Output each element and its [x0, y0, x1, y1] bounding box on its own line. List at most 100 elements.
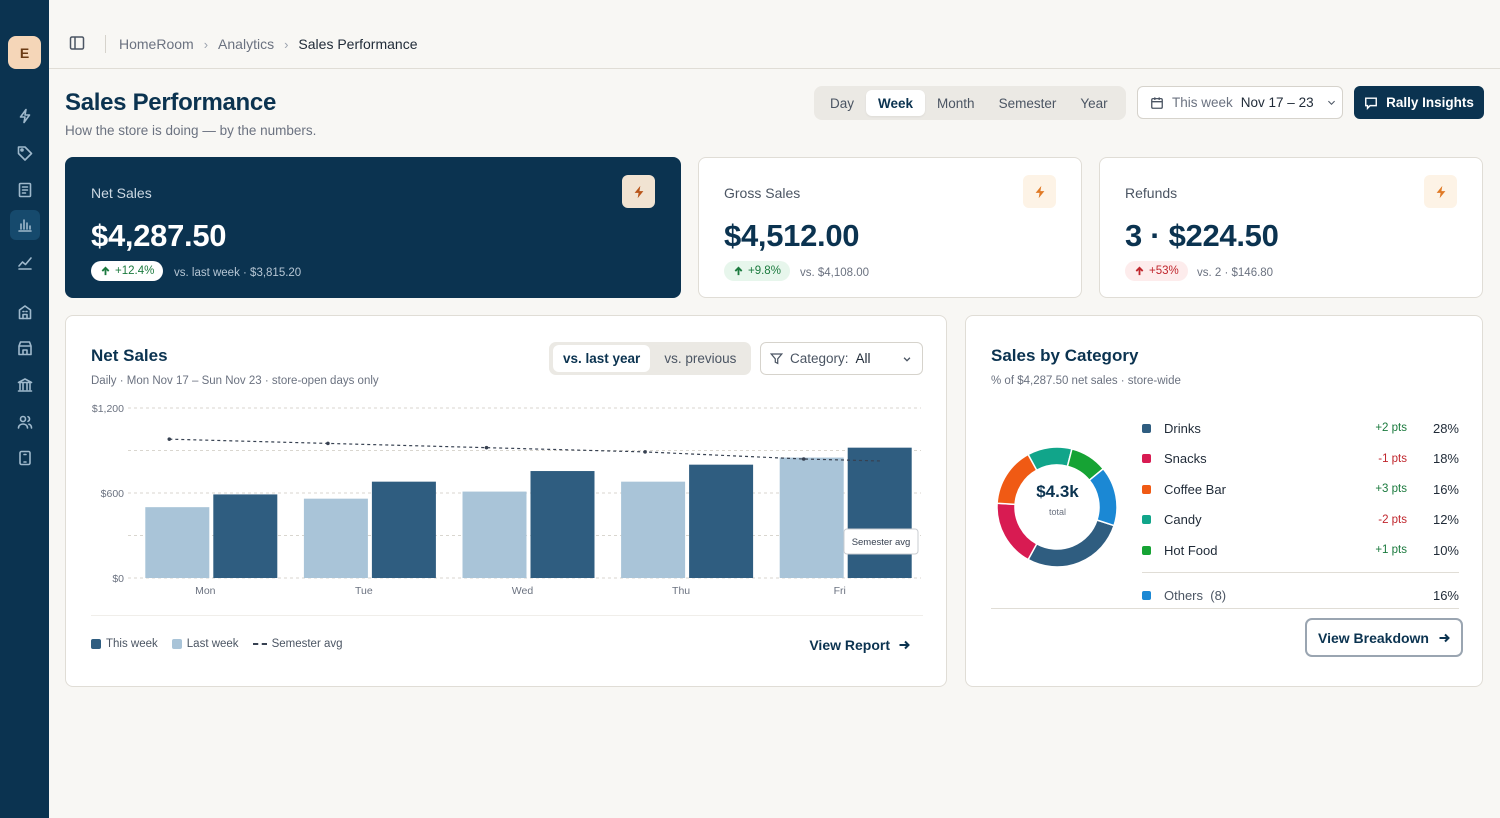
period-semester[interactable]: Semester — [998, 95, 1057, 111]
chevron-down-icon — [1327, 100, 1335, 105]
period-month[interactable]: Month — [937, 95, 975, 111]
tablet-icon[interactable] — [10, 443, 40, 473]
kpi-label: Net Sales — [91, 185, 152, 201]
view-report-link[interactable]: View Report — [809, 637, 910, 653]
category-divider — [1142, 571, 1459, 573]
period-week[interactable]: Week — [866, 90, 926, 116]
bar-last-week[interactable] — [621, 481, 686, 578]
arrow-right-icon — [1439, 633, 1450, 642]
x-tick-label: Fri — [834, 585, 846, 597]
bolt-icon[interactable] — [1023, 175, 1056, 208]
date-range-prefix: This week — [1172, 95, 1233, 110]
panel-subtitle: Daily · Mon Nov 17 – Sun Nov 23 · store-… — [91, 375, 379, 387]
period-selector: Day Week Month Semester Year — [814, 86, 1126, 120]
kpi-net-sales[interactable]: Net Sales $4,287.50 +12.4% vs. last week… — [65, 157, 681, 298]
others-count: (8) — [1210, 588, 1227, 604]
category-row-others[interactable]: Others (8) 16% — [1142, 581, 1459, 612]
category-name: Coffee Bar — [1164, 481, 1226, 497]
panel-divider — [991, 608, 1459, 609]
bank-icon[interactable] — [10, 370, 40, 400]
kpi-gross-sales[interactable]: Gross Sales $4,512.00 +9.8% vs. $4,108.0… — [698, 157, 1082, 298]
category-row[interactable]: Hot Food +1 pts 10% — [1142, 535, 1459, 566]
donut-slice[interactable] — [1088, 467, 1118, 527]
category-swatch — [1142, 423, 1151, 433]
chevron-right-icon: › — [284, 36, 289, 52]
period-day[interactable]: Day — [830, 95, 855, 111]
rally-insights-button[interactable]: Rally Insights — [1354, 86, 1484, 119]
bar-this-week[interactable] — [847, 447, 912, 578]
legend-this-week: This week — [91, 638, 158, 650]
category-pct: 10% — [1432, 542, 1459, 558]
breadcrumb-analytics[interactable]: Analytics — [218, 36, 275, 52]
kpi-value: 3 · $224.50 — [1125, 218, 1279, 253]
category-pct: 16% — [1432, 588, 1459, 604]
view-breakdown-button[interactable]: View Breakdown — [1305, 618, 1463, 657]
donut-slice[interactable] — [1027, 519, 1116, 568]
date-range-picker[interactable]: This week Nov 17 – 23 — [1137, 86, 1343, 119]
period-year[interactable]: Year — [1080, 95, 1108, 111]
panel-title: Sales by Category — [991, 346, 1139, 365]
legend-dash — [252, 643, 267, 645]
x-tick-label: Tue — [355, 585, 373, 597]
sidebar: E — [0, 0, 49, 818]
category-row[interactable]: Snacks -1 pts 18% — [1142, 444, 1459, 475]
kpi-refunds[interactable]: Refunds 3 · $224.50 +53% vs. 2 · $146.80 — [1099, 157, 1483, 298]
category-swatch — [1142, 454, 1151, 464]
x-tick-label: Thu — [672, 585, 690, 597]
bolt-icon[interactable] — [622, 175, 655, 208]
sales-by-category-panel: Sales by Category % of $4,287.50 net sal… — [965, 315, 1483, 687]
donut-slice[interactable] — [1027, 446, 1073, 472]
bar-this-week[interactable] — [371, 481, 436, 578]
top-bar: HomeRoom › Analytics › Sales Performance — [49, 0, 1500, 69]
compare-previous[interactable]: vs. previous — [664, 351, 737, 366]
category-pct: 28% — [1432, 420, 1459, 436]
toolbar-divider — [105, 35, 106, 53]
legend-label: Semester avg — [271, 638, 343, 650]
compare-last-year[interactable]: vs. last year — [553, 345, 651, 372]
semester-avg-point — [326, 441, 330, 446]
category-donut — [996, 446, 1118, 568]
category-row[interactable]: Drinks +2 pts 28% — [1142, 413, 1459, 444]
legend-label: Last week — [186, 638, 239, 650]
legend-label: This week — [106, 638, 158, 650]
bar-last-week[interactable] — [779, 457, 844, 578]
store-icon[interactable] — [10, 333, 40, 363]
line-chart-icon[interactable] — [10, 248, 40, 278]
kpi-compare: vs. last week · $3,815.20 — [174, 267, 302, 279]
sidebar-toggle-icon[interactable] — [69, 35, 85, 51]
users-icon[interactable] — [10, 407, 40, 437]
category-pct: 18% — [1432, 451, 1459, 467]
category-delta: -2 pts — [1378, 513, 1407, 526]
category-row[interactable]: Candy -2 pts 12% — [1142, 505, 1459, 536]
category-row[interactable]: Coffee Bar +3 pts 16% — [1142, 474, 1459, 505]
bolt-icon[interactable] — [10, 101, 40, 131]
bolt-icon[interactable] — [1424, 175, 1457, 208]
receipt-icon[interactable] — [10, 175, 40, 205]
category-swatch — [1142, 515, 1151, 525]
bar-this-week[interactable] — [530, 471, 595, 578]
category-delta: +1 pts — [1375, 544, 1407, 557]
breadcrumb-home[interactable]: HomeRoom — [119, 36, 194, 52]
kpi-delta-value: +9.8% — [748, 265, 781, 277]
net-sales-chart: $0 $600 $1,200 Mon Tue Wed Thu Fri Semester avg — [91, 403, 923, 616]
kpi-delta-value: +12.4% — [115, 265, 155, 277]
bar-chart-icon[interactable] — [10, 210, 40, 240]
bar-last-week[interactable] — [145, 507, 210, 578]
bar-last-week[interactable] — [303, 498, 368, 578]
donut-center-label: total — [1048, 507, 1066, 517]
bar-this-week[interactable] — [689, 464, 754, 578]
tag-icon[interactable] — [10, 138, 40, 168]
date-range-value: Nov 17 – 23 — [1240, 95, 1314, 110]
calendar-icon — [1151, 96, 1163, 109]
category-list: Drinks +2 pts 28% Snacks -1 pts 18% Coff… — [1142, 413, 1459, 611]
building-icon[interactable] — [10, 297, 40, 327]
semester-avg-line — [169, 438, 882, 462]
category-name: Hot Food — [1164, 542, 1218, 558]
bar-this-week[interactable] — [213, 494, 278, 578]
view-breakdown-label: View Breakdown — [1317, 629, 1429, 646]
category-filter[interactable]: Category: All — [760, 342, 923, 375]
bar-last-week[interactable] — [462, 491, 527, 578]
donut-center-value: $4.3k — [1036, 482, 1079, 501]
workspace-avatar[interactable]: E — [8, 36, 41, 69]
others-label: Others — [1164, 588, 1204, 604]
